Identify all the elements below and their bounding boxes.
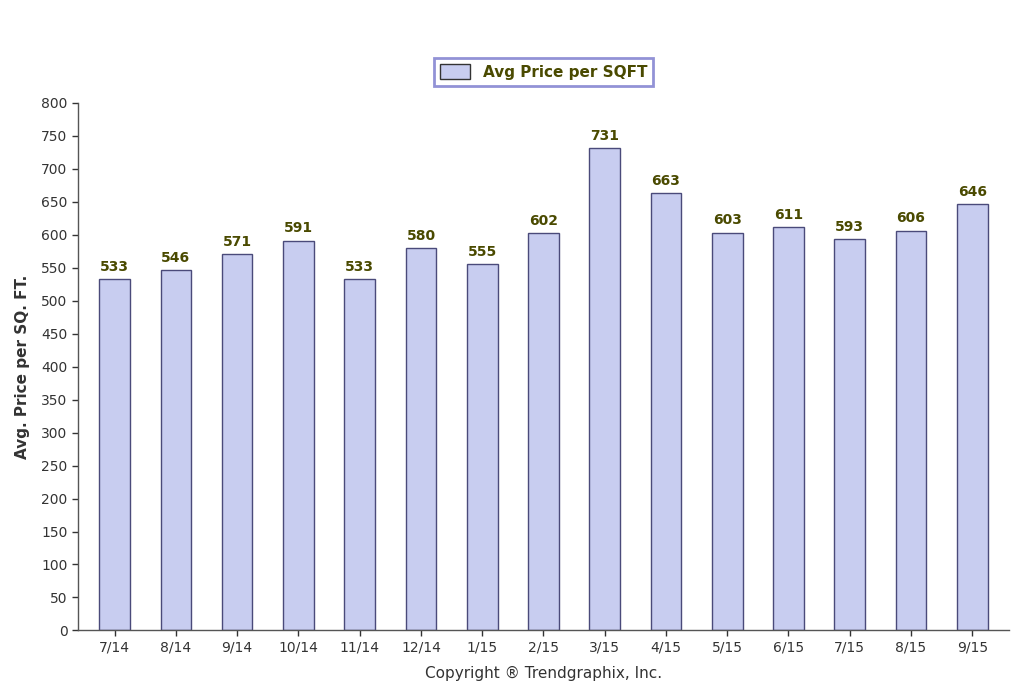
Bar — [99, 279, 130, 631]
Text: 646: 646 — [957, 185, 987, 199]
Bar — [406, 248, 436, 631]
Text: 555: 555 — [468, 245, 497, 259]
Text: 571: 571 — [222, 235, 252, 248]
Bar — [467, 264, 498, 631]
X-axis label: Copyright ® Trendgraphix, Inc.: Copyright ® Trendgraphix, Inc. — [425, 666, 662, 681]
Bar — [712, 232, 742, 631]
Bar — [222, 254, 253, 631]
Text: 593: 593 — [836, 220, 864, 234]
Legend: Avg Price per SQFT: Avg Price per SQFT — [434, 58, 653, 86]
Text: 602: 602 — [529, 214, 558, 228]
Bar — [896, 230, 927, 631]
Bar — [773, 228, 804, 631]
Bar — [650, 193, 681, 631]
Text: 606: 606 — [897, 212, 926, 226]
Bar — [528, 233, 559, 631]
Text: 546: 546 — [162, 251, 190, 265]
Text: 663: 663 — [651, 174, 680, 188]
Text: 533: 533 — [100, 260, 129, 274]
Text: 611: 611 — [774, 208, 803, 222]
Bar — [835, 239, 865, 631]
Y-axis label: Avg. Price per SQ. FT.: Avg. Price per SQ. FT. — [15, 274, 30, 459]
Bar — [957, 205, 987, 631]
Text: 580: 580 — [407, 228, 435, 243]
Bar — [590, 148, 620, 631]
Bar — [161, 270, 191, 631]
Text: 533: 533 — [345, 260, 374, 274]
Text: 603: 603 — [713, 214, 741, 228]
Text: 731: 731 — [590, 129, 620, 143]
Text: 591: 591 — [284, 221, 313, 235]
Bar — [344, 279, 375, 631]
Bar — [283, 241, 313, 631]
